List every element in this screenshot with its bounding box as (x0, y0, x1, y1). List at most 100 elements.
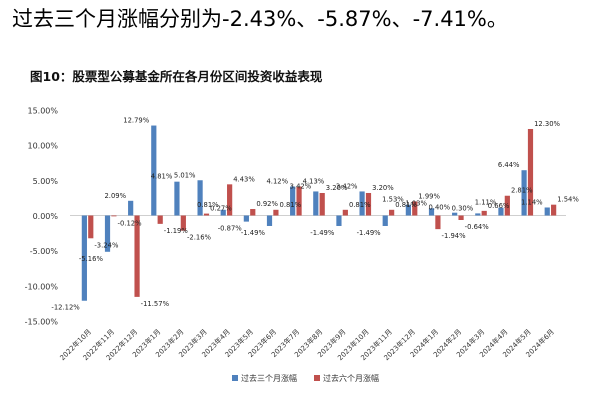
bar-six-month (88, 215, 94, 239)
bar-six-month (458, 215, 464, 220)
y-tick-label: -10.00% (25, 282, 59, 291)
data-label-three-month: 4.12% (266, 178, 288, 186)
bars (81, 125, 557, 301)
bar-three-month (290, 186, 296, 216)
legend-swatch (314, 375, 320, 381)
data-label-three-month: 4.81% (151, 173, 173, 181)
data-label-three-month: 0.30% (452, 204, 474, 212)
bar-three-month (174, 181, 180, 216)
data-label-three-month: 3.42% (290, 182, 312, 190)
y-tick-label: 10.00% (27, 142, 58, 151)
bar-three-month (428, 208, 435, 216)
data-label-three-month: -1.49% (310, 229, 335, 237)
data-label-six-month: 0.81% (395, 201, 417, 209)
bar-three-month (452, 212, 458, 216)
bar-three-month (128, 200, 134, 216)
bar-six-month (551, 204, 557, 216)
data-label-six-month: -0.12% (118, 219, 143, 227)
data-label-six-month: 0.81% (349, 201, 371, 209)
x-axis: 2022年10月2022年11月2022年12月2023年1月2023年2月20… (58, 327, 556, 362)
bar-three-month (405, 204, 411, 216)
data-label-six-month: 4.43% (233, 175, 255, 183)
bar-three-month (475, 213, 481, 216)
legend-label: 过去六个月涨幅 (323, 373, 379, 383)
bar-three-month (336, 215, 342, 226)
bar-six-month (481, 210, 487, 216)
data-labels: -12.12% -5.16% 2.09% 12.79% 4.81% 5.01% 0.81% -… (51, 117, 579, 312)
bar-three-month (544, 207, 550, 216)
headline: 过去三个月涨幅分别为-2.43%、-5.87%、-7.41%。 (12, 7, 508, 31)
y-tick-label: 15.00% (27, 107, 58, 116)
bar-six-month (203, 213, 210, 216)
data-label-three-month: -5.16% (79, 255, 104, 263)
data-label-three-month: 1.11% (475, 199, 497, 207)
figure-caption: 图10：股票型公募基金所在各月份区间投资收益表现 (30, 69, 323, 84)
data-label-six-month: 12.30% (534, 120, 560, 128)
bar-three-month (521, 170, 527, 216)
bar-six-month (273, 209, 279, 216)
bar-six-month (319, 192, 325, 216)
data-label-three-month: 1.14% (521, 198, 543, 206)
bar-six-month (527, 128, 534, 216)
bar-three-month (313, 191, 319, 216)
bar-six-month (389, 209, 395, 216)
data-label-three-month: 12.79% (123, 117, 149, 125)
data-label-three-month: 0.81% (197, 201, 219, 209)
y-tick-label: -5.00% (30, 247, 59, 256)
bar-three-month (243, 215, 249, 222)
data-label-three-month: 3.42% (336, 182, 358, 190)
data-label-three-month: 6.44% (498, 161, 520, 169)
data-label-six-month: 0.81% (280, 201, 302, 209)
bar-six-month (435, 215, 441, 230)
bar-six-month (504, 195, 510, 216)
bar-six-month (157, 215, 163, 224)
bar-six-month (342, 209, 348, 216)
data-label-three-month: 2.09% (104, 192, 126, 200)
bar-three-month (266, 215, 273, 226)
bar-six-month (134, 215, 140, 297)
bar-three-month (359, 191, 365, 216)
bar-six-month (227, 184, 233, 216)
bar-six-month (296, 186, 302, 216)
bar-six-month (250, 209, 256, 216)
data-label-six-month: -2.16% (187, 234, 212, 242)
bar-three-month (498, 207, 504, 216)
data-label-six-month: 0.66% (488, 202, 510, 210)
data-label-three-month: 1.03% (405, 199, 427, 207)
bar-three-month (151, 125, 157, 216)
data-label-six-month: 2.81% (511, 187, 533, 195)
bar-six-month (180, 215, 186, 231)
data-label-three-month: -1.49% (241, 229, 266, 237)
y-tick-label: -15.00% (25, 318, 59, 327)
data-label-six-month: -1.19% (164, 227, 189, 235)
data-label-three-month: 5.01% (174, 171, 196, 179)
bar-six-month (111, 215, 117, 217)
data-label-six-month: -11.57% (141, 300, 170, 308)
bar-three-month (220, 209, 226, 216)
legend: 过去三个月涨幅 过去六个月涨幅 (232, 373, 379, 383)
legend-label: 过去三个月涨幅 (241, 373, 297, 383)
bar-six-month (365, 192, 372, 216)
y-tick-label: 0.00% (33, 212, 59, 221)
bar-three-month (81, 215, 87, 301)
data-label-three-month: -0.87% (218, 225, 243, 233)
bar-three-month (197, 180, 203, 216)
data-label-six-month: -3.24% (94, 241, 119, 249)
data-label-three-month: 1.53% (382, 196, 404, 204)
data-label-six-month: 1.54% (557, 196, 579, 204)
data-label-six-month: -1.94% (442, 232, 467, 240)
bar-three-month (104, 215, 111, 252)
data-label-three-month: -1.49% (357, 229, 382, 237)
legend-swatch (232, 375, 238, 381)
data-label-six-month: -0.64% (465, 223, 490, 231)
data-label-three-month: 0.40% (428, 204, 450, 212)
bar-six-month (412, 201, 418, 216)
bar-three-month (382, 215, 388, 226)
data-label-six-month: 3.20% (326, 184, 348, 192)
data-label-six-month: 0.27% (210, 205, 232, 213)
data-label-six-month: 0.92% (256, 200, 278, 208)
data-label-six-month: 1.99% (418, 193, 440, 201)
data-label-six-month: 4.13% (303, 177, 325, 185)
data-label-three-month: -12.12% (51, 304, 80, 312)
